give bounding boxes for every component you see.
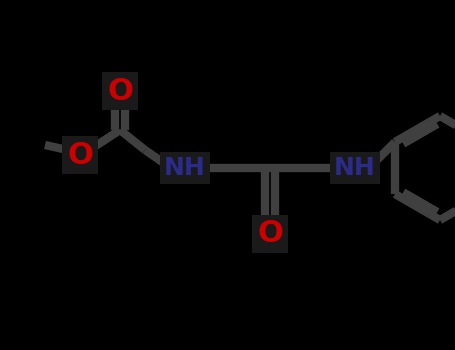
Text: NH: NH <box>334 156 376 180</box>
Text: O: O <box>257 219 283 248</box>
Text: NH: NH <box>164 156 206 180</box>
Text: O: O <box>107 77 133 105</box>
Text: O: O <box>67 140 93 169</box>
